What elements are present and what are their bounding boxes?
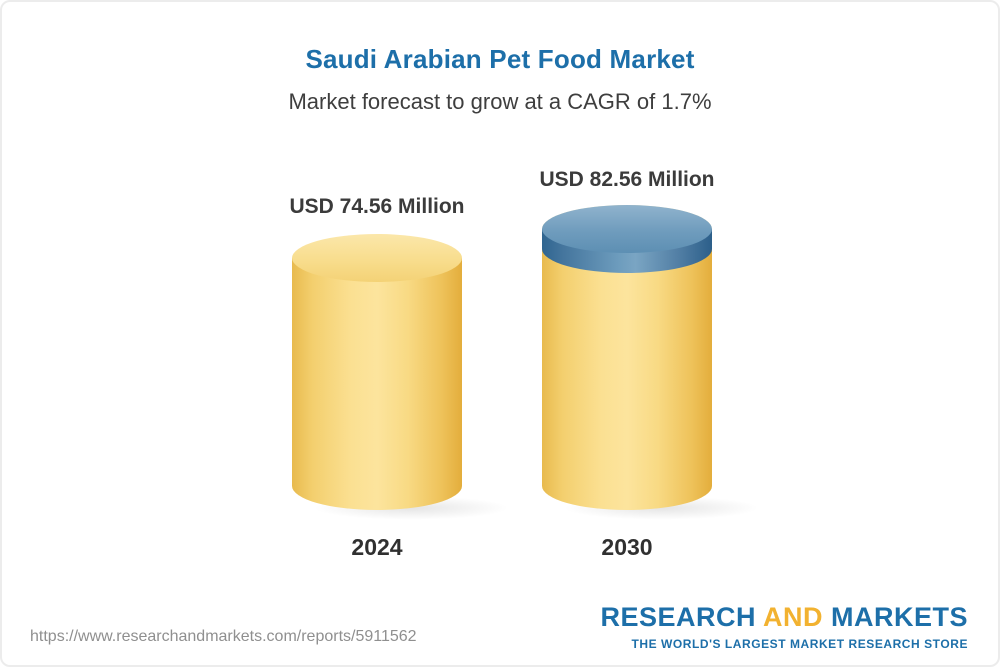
bar-2024 (292, 234, 519, 521)
cylinder-bottom-face (292, 462, 462, 510)
chart-title: Saudi Arabian Pet Food Market (305, 44, 695, 74)
chart-subtitle: Market forecast to grow at a CAGR of 1.7… (288, 89, 712, 114)
logo-word-markets: MARKETS (831, 602, 968, 632)
brand-logo: RESEARCH AND MARKETS THE WORLD'S LARGEST… (600, 602, 968, 651)
source-url-link[interactable]: https://www.researchandmarkets.com/repor… (30, 628, 417, 645)
logo-word-and: AND (762, 602, 823, 632)
x-axis-label-2024: 2024 (351, 534, 403, 560)
growth-cap-top-face (542, 205, 712, 253)
x-axis-label-2030: 2030 (601, 534, 653, 560)
brand-logo-tagline: THE WORLD'S LARGEST MARKET RESEARCH STOR… (631, 637, 968, 651)
brand-logo-wordmark: RESEARCH AND MARKETS (600, 602, 968, 633)
value-label-2024: USD 74.56 Million (289, 195, 465, 218)
value-label-2030: USD 82.56 Million (539, 168, 715, 191)
bar-2030 (542, 205, 769, 521)
cylinder-top-face (292, 234, 462, 282)
cylinder-body (292, 258, 462, 486)
cylinder-bottom-face (542, 462, 712, 510)
logo-word-research: RESEARCH (600, 602, 756, 632)
